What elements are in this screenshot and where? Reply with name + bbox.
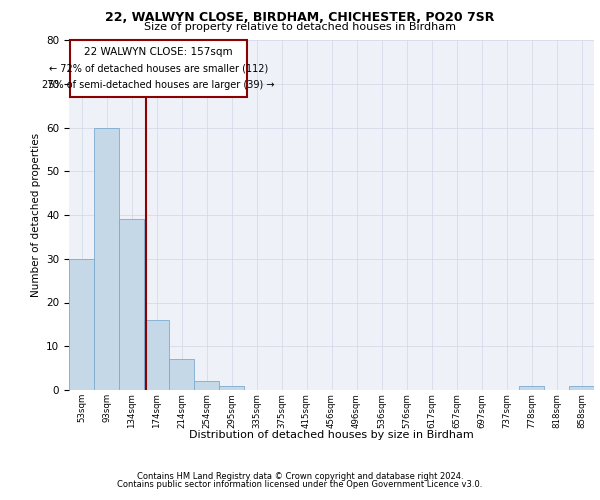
Bar — [119, 220, 144, 390]
Bar — [169, 360, 194, 390]
Y-axis label: Number of detached properties: Number of detached properties — [31, 133, 41, 297]
Text: Contains public sector information licensed under the Open Government Licence v3: Contains public sector information licen… — [118, 480, 482, 489]
Text: Contains HM Land Registry data © Crown copyright and database right 2024.: Contains HM Land Registry data © Crown c… — [137, 472, 463, 481]
Text: ← 72% of detached houses are smaller (112): ← 72% of detached houses are smaller (11… — [49, 64, 268, 74]
Bar — [519, 386, 544, 390]
Bar — [569, 386, 594, 390]
Text: 22 WALWYN CLOSE: 157sqm: 22 WALWYN CLOSE: 157sqm — [84, 48, 233, 58]
Bar — [144, 320, 169, 390]
Text: Size of property relative to detached houses in Birdham: Size of property relative to detached ho… — [144, 22, 456, 32]
Bar — [219, 386, 244, 390]
FancyBboxPatch shape — [70, 40, 247, 97]
Bar — [194, 381, 219, 390]
X-axis label: Distribution of detached houses by size in Birdham: Distribution of detached houses by size … — [189, 430, 474, 440]
Bar — [94, 128, 119, 390]
Text: 25% of semi-detached houses are larger (39) →: 25% of semi-detached houses are larger (… — [42, 80, 275, 90]
Text: 22, WALWYN CLOSE, BIRDHAM, CHICHESTER, PO20 7SR: 22, WALWYN CLOSE, BIRDHAM, CHICHESTER, P… — [106, 11, 494, 24]
Bar — [69, 259, 94, 390]
